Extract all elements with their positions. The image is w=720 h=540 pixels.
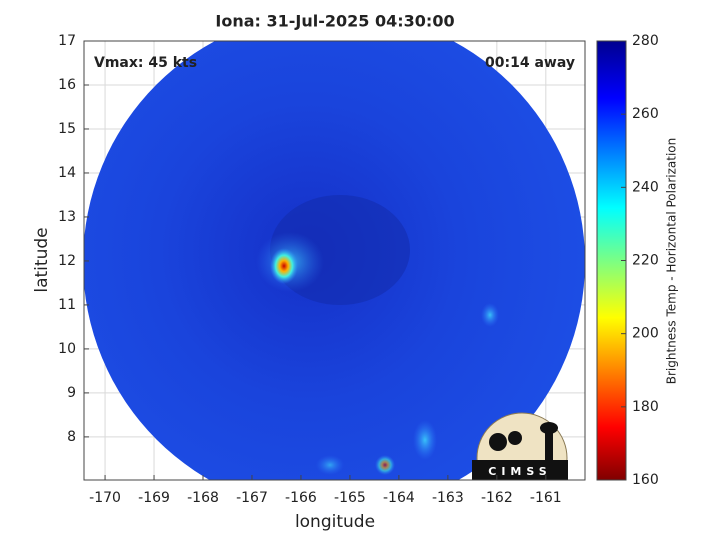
x-tick-label: -166 [285, 490, 317, 506]
x-tick-label: -165 [334, 490, 366, 506]
x-tick-label: -167 [236, 490, 268, 506]
colorbar-tick-label: 160 [632, 472, 659, 488]
y-tick-label: 15 [58, 121, 76, 137]
x-tick-label: -162 [481, 490, 513, 506]
x-tick-label: -164 [383, 490, 415, 506]
x-axis-label: longitude [295, 512, 375, 532]
colorbar-tick-label: 240 [632, 179, 659, 195]
y-tick-label: 9 [67, 385, 76, 401]
y-tick-label: 12 [58, 253, 76, 269]
annotation: 00:14 away [485, 55, 575, 71]
y-tick-label: 14 [58, 165, 76, 181]
colorbar-tick-label: 220 [632, 253, 659, 269]
y-axis-label: latitude [32, 227, 52, 292]
annotation: Vmax: 45 kts [94, 55, 197, 71]
y-tick-label: 16 [58, 77, 76, 93]
colorbar-label: Brightness Temp - Horizontal Polarizatio… [665, 138, 679, 385]
y-tick-label: 11 [58, 297, 76, 313]
y-tick-label: 8 [67, 429, 76, 445]
colorbar-tick-label: 180 [632, 399, 659, 415]
satellite-image: CIMSS [84, 41, 585, 480]
colorbar-tick-label: 200 [632, 326, 659, 342]
x-tick-label: -163 [432, 490, 464, 506]
colorbar-tick-label: 260 [632, 106, 659, 122]
x-tick-label: -168 [187, 490, 219, 506]
y-tick-label: 13 [58, 209, 76, 225]
chart-title: Iona: 31-Jul-2025 04:30:00 [215, 12, 454, 31]
x-tick-label: -169 [138, 490, 170, 506]
y-tick-label: 17 [58, 33, 76, 49]
colorbar-tick-label: 280 [632, 33, 659, 49]
x-tick-label: -161 [530, 490, 562, 506]
y-tick-label: 10 [58, 341, 76, 357]
logo-text: CIMSS [488, 465, 551, 478]
x-tick-label: -170 [89, 490, 121, 506]
